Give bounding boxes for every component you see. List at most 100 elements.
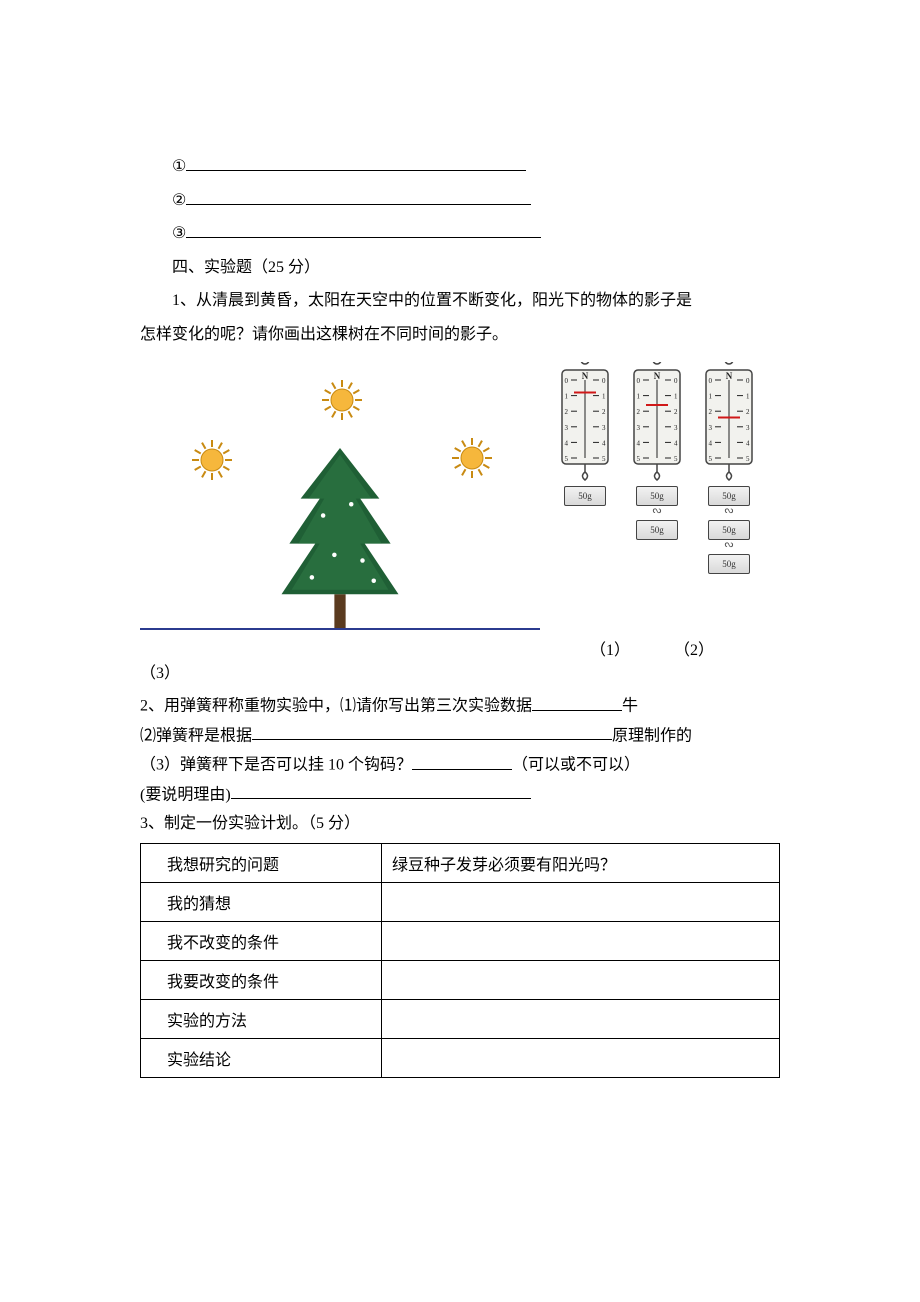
- plan-label: 我不改变的条件: [141, 921, 382, 960]
- svg-text:3: 3: [674, 423, 678, 431]
- q2-blank-1[interactable]: [532, 692, 622, 711]
- spring-scale-3: N 001122334455 50gᔓ50gᔓ50g: [702, 362, 756, 574]
- table-row: 实验的方法: [141, 999, 780, 1038]
- svg-text:3: 3: [565, 423, 569, 431]
- q2-blank-3[interactable]: [412, 751, 512, 770]
- svg-text:0: 0: [602, 377, 606, 385]
- spring-scale-body: N 001122334455: [630, 362, 684, 482]
- svg-text:4: 4: [709, 439, 713, 447]
- q2-line3: （3）弹簧秤下是否可以挂 10 个钩码？（可以或不可以）: [140, 751, 780, 780]
- table-row: 实验结论: [141, 1038, 780, 1077]
- q2-l2a: ⑵弹簧秤是根据: [140, 727, 252, 744]
- q2-blank-4[interactable]: [231, 781, 531, 800]
- spring-scale-1: N 001122334455 50g: [558, 362, 612, 506]
- blank-1-line[interactable]: [186, 152, 526, 171]
- plan-label: 我要改变的条件: [141, 960, 382, 999]
- q2-line1: 2、用弹簧秤称重物实验中，⑴请你写出第三次实验数据牛: [140, 692, 780, 721]
- plan-value[interactable]: [382, 921, 780, 960]
- blank-3-marker: ③: [172, 225, 186, 242]
- svg-text:3: 3: [637, 423, 641, 431]
- svg-text:1: 1: [746, 392, 750, 400]
- svg-text:2: 2: [674, 408, 678, 416]
- blank-3-line[interactable]: [186, 220, 541, 239]
- svg-text:1: 1: [565, 392, 569, 400]
- svg-text:1: 1: [709, 392, 713, 400]
- blank-line-2: ②: [140, 184, 780, 218]
- svg-text:0: 0: [709, 377, 713, 385]
- svg-text:0: 0: [674, 377, 678, 385]
- svg-text:1: 1: [602, 392, 606, 400]
- blank-line-1: ①: [140, 150, 780, 184]
- svg-text:2: 2: [746, 408, 750, 416]
- svg-text:2: 2: [602, 408, 606, 416]
- sun-icon: [450, 436, 494, 480]
- svg-text:3: 3: [746, 423, 750, 431]
- scale-label-2: （2）: [674, 636, 714, 660]
- plan-value: 绿豆种子发芽必须要有阳光吗？: [382, 843, 780, 882]
- svg-text:5: 5: [637, 455, 641, 463]
- blank-line-3: ③: [140, 217, 780, 251]
- blank-1-marker: ①: [172, 158, 186, 175]
- section-heading: 四、实验题（25 分）: [140, 251, 780, 285]
- sun-icon: [320, 378, 364, 422]
- svg-text:0: 0: [565, 377, 569, 385]
- svg-text:N: N: [726, 371, 733, 381]
- shadow-diagram: [140, 358, 540, 630]
- weight-block: 50g: [708, 486, 750, 506]
- plan-label: 我想研究的问题: [141, 843, 382, 882]
- q2-line4: (要说明理由): [140, 781, 780, 810]
- weight-block: 50g: [636, 486, 678, 506]
- weight-block: 50g: [708, 520, 750, 540]
- q2-l1b: 牛: [622, 698, 638, 715]
- svg-text:4: 4: [565, 439, 569, 447]
- svg-text:N: N: [582, 371, 589, 381]
- svg-text:4: 4: [674, 439, 678, 447]
- svg-text:2: 2: [565, 408, 569, 416]
- plan-value[interactable]: [382, 882, 780, 921]
- svg-text:N: N: [654, 371, 661, 381]
- scale-labels-row: （1） （2）: [590, 636, 780, 660]
- svg-text:3: 3: [602, 423, 606, 431]
- svg-text:5: 5: [602, 455, 606, 463]
- q2-l3a: （3）弹簧秤下是否可以挂 10 个钩码？: [140, 757, 412, 774]
- hook-link-icon: ᔓ: [725, 540, 734, 550]
- spring-scale-body: N 001122334455: [558, 362, 612, 482]
- tree-icon: [270, 448, 410, 628]
- q2-l4a: (要说明理由): [140, 786, 231, 803]
- scale-label-3: （3）: [140, 660, 780, 689]
- svg-text:2: 2: [637, 408, 641, 416]
- q2-line2: ⑵弹簧秤是根据 原理制作的: [140, 722, 780, 751]
- plan-value[interactable]: [382, 960, 780, 999]
- q3-title: 3、制定一份实验计划。（5 分）: [140, 810, 780, 839]
- hook-link-icon: ᔓ: [725, 506, 734, 516]
- q2-l2b: 原理制作的: [612, 727, 692, 744]
- plan-label: 我的猜想: [141, 882, 382, 921]
- table-row: 我不改变的条件: [141, 921, 780, 960]
- svg-text:5: 5: [709, 455, 713, 463]
- svg-text:4: 4: [637, 439, 641, 447]
- svg-text:3: 3: [709, 423, 713, 431]
- plan-value[interactable]: [382, 1038, 780, 1077]
- q1-line2: 怎样变化的呢？请你画出这棵树在不同时间的影子。: [140, 318, 780, 352]
- svg-text:1: 1: [674, 392, 678, 400]
- sun-icon: [190, 438, 234, 482]
- table-row: 我要改变的条件: [141, 960, 780, 999]
- spring-scale-body: N 001122334455: [702, 362, 756, 482]
- weight-block: 50g: [564, 486, 606, 506]
- plan-value[interactable]: [382, 999, 780, 1038]
- plan-label: 实验结论: [141, 1038, 382, 1077]
- svg-text:0: 0: [637, 377, 641, 385]
- svg-text:0: 0: [746, 377, 750, 385]
- q2-blank-2[interactable]: [252, 722, 612, 741]
- scale-label-1: （1）: [590, 636, 630, 660]
- spring-scales: N 001122334455 50g N 001122334455 50gᔓ50…: [558, 358, 756, 574]
- weight-block: 50g: [708, 554, 750, 574]
- svg-text:4: 4: [746, 439, 750, 447]
- table-row: 我的猜想: [141, 882, 780, 921]
- q1-line1: 1、从清晨到黄昏，太阳在天空中的位置不断变化，阳光下的物体的影子是: [140, 284, 780, 318]
- svg-text:4: 4: [602, 439, 606, 447]
- plan-label: 实验的方法: [141, 999, 382, 1038]
- blank-2-line[interactable]: [186, 186, 531, 205]
- experiment-plan-table: 我想研究的问题绿豆种子发芽必须要有阳光吗？我的猜想我不改变的条件我要改变的条件实…: [140, 843, 780, 1078]
- svg-text:2: 2: [709, 408, 713, 416]
